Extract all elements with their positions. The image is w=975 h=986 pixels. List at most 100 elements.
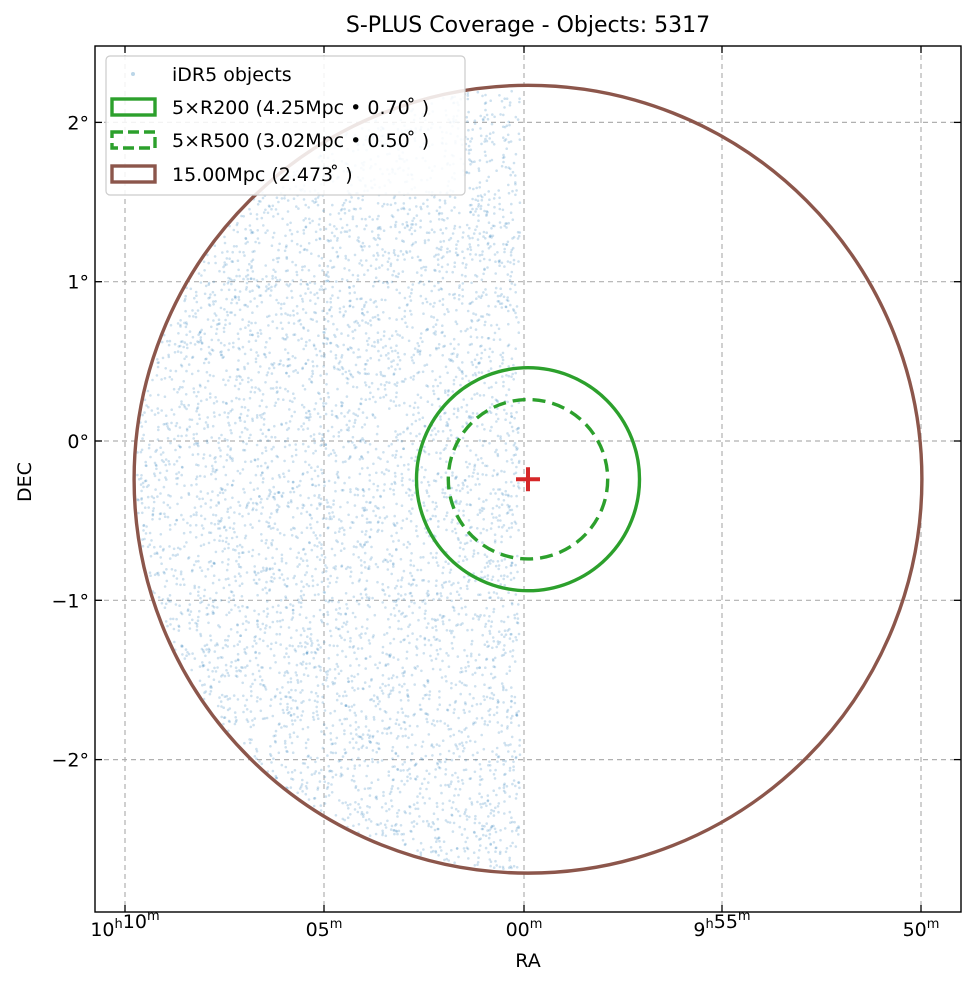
- data-point: [426, 679, 430, 683]
- data-point: [480, 509, 484, 513]
- data-point: [306, 471, 309, 474]
- data-point: [177, 332, 180, 335]
- data-point: [166, 437, 170, 440]
- data-point: [234, 659, 237, 663]
- data-point: [499, 519, 502, 522]
- data-point: [280, 573, 284, 576]
- data-point: [376, 697, 380, 700]
- data-point: [394, 430, 397, 433]
- data-point: [265, 566, 269, 570]
- data-point: [430, 850, 433, 854]
- data-point: [482, 272, 485, 276]
- data-point: [479, 315, 483, 318]
- data-point: [502, 789, 506, 793]
- data-point: [349, 803, 352, 806]
- data-point: [511, 170, 515, 174]
- data-point: [214, 314, 218, 317]
- data-point: [298, 251, 302, 254]
- data-point: [409, 829, 412, 833]
- data-point: [488, 596, 491, 600]
- data-point: [381, 719, 384, 723]
- data-point: [148, 531, 152, 535]
- data-point: [169, 617, 172, 621]
- data-point: [350, 196, 353, 199]
- data-point: [409, 309, 412, 313]
- data-point: [319, 502, 323, 506]
- data-point: [194, 523, 198, 527]
- data-point: [308, 621, 312, 624]
- data-point: [336, 644, 339, 648]
- data-point: [507, 866, 511, 869]
- data-point: [290, 777, 293, 781]
- data-point: [205, 398, 208, 401]
- data-point: [327, 782, 330, 785]
- data-point: [341, 817, 345, 821]
- data-point: [371, 218, 375, 221]
- data-point: [235, 245, 238, 248]
- data-point: [356, 274, 360, 277]
- data-point: [243, 420, 247, 424]
- data-point: [229, 665, 233, 668]
- data-point: [468, 503, 472, 506]
- data-point: [395, 584, 399, 588]
- data-point: [515, 792, 518, 796]
- data-point: [480, 795, 484, 799]
- data-point: [285, 283, 289, 286]
- data-point: [324, 795, 328, 798]
- data-point: [346, 565, 350, 569]
- data-point: [392, 637, 396, 641]
- data-point: [337, 435, 341, 438]
- data-point: [463, 711, 467, 715]
- data-point: [472, 549, 476, 552]
- data-point: [496, 454, 500, 458]
- data-point: [325, 676, 329, 680]
- data-point: [421, 340, 424, 344]
- data-point: [394, 220, 398, 224]
- data-point: [338, 627, 341, 631]
- data-point: [505, 222, 508, 225]
- data-point: [401, 839, 405, 842]
- data-point: [432, 635, 436, 639]
- data-point: [288, 735, 292, 739]
- data-point: [480, 253, 484, 256]
- data-point: [392, 196, 396, 200]
- data-point: [318, 288, 322, 291]
- data-point: [166, 425, 169, 428]
- data-point: [222, 706, 225, 709]
- data-point: [488, 258, 492, 262]
- data-point: [389, 642, 392, 645]
- data-point: [437, 836, 441, 839]
- data-point: [297, 551, 301, 555]
- data-point: [230, 311, 233, 314]
- data-point: [339, 209, 343, 212]
- data-point: [391, 765, 395, 769]
- data-point: [289, 680, 293, 684]
- data-point: [475, 365, 478, 369]
- data-point: [153, 472, 156, 476]
- data-point: [296, 678, 299, 682]
- data-point: [388, 594, 391, 598]
- data-point: [430, 289, 434, 293]
- data-point: [337, 672, 341, 675]
- data-point: [338, 607, 342, 610]
- data-point: [306, 635, 309, 638]
- data-point: [388, 626, 392, 629]
- data-point: [487, 336, 491, 340]
- data-point: [497, 630, 501, 633]
- data-point: [510, 561, 514, 565]
- data-point: [349, 455, 352, 458]
- data-point: [444, 783, 447, 787]
- data-point: [229, 429, 232, 432]
- data-point: [470, 652, 473, 656]
- data-point: [402, 430, 405, 434]
- data-point: [195, 475, 199, 479]
- data-point: [424, 754, 428, 758]
- data-point: [312, 711, 315, 715]
- data-point: [322, 613, 325, 616]
- data-point: [243, 448, 247, 452]
- data-point: [229, 277, 232, 281]
- data-point: [230, 282, 233, 286]
- data-point: [194, 290, 198, 294]
- data-point: [374, 504, 377, 508]
- data-point: [294, 699, 297, 703]
